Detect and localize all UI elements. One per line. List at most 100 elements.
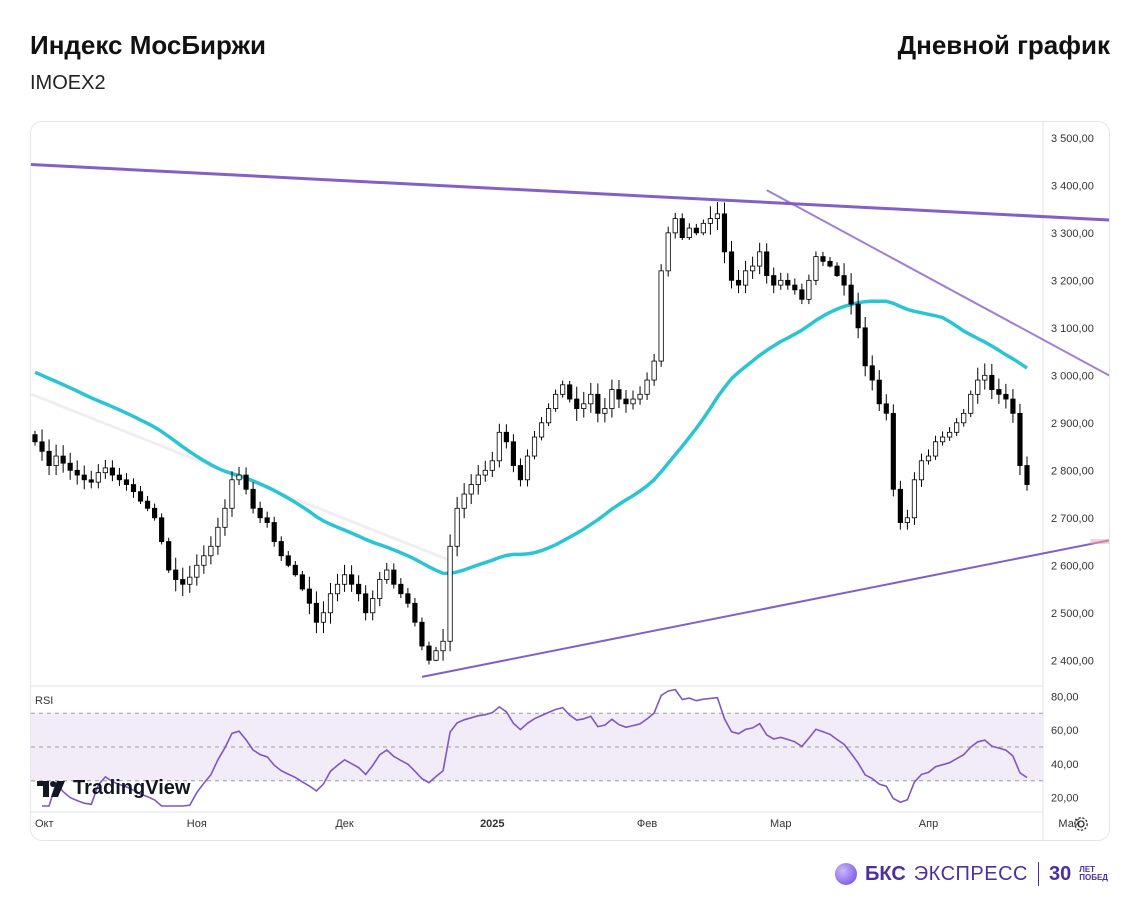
candle-body xyxy=(53,455,59,466)
candle-body xyxy=(947,431,953,438)
candle-body xyxy=(1003,393,1009,400)
candle-body xyxy=(806,279,812,300)
y-tick-label: 2 700,00 xyxy=(1051,513,1094,525)
candle-body xyxy=(728,251,735,281)
candle-body xyxy=(419,621,425,647)
candle-body xyxy=(39,441,45,452)
candle-body xyxy=(152,507,158,519)
candle-body xyxy=(855,303,861,329)
moving-average-line xyxy=(34,299,1028,576)
candle-body xyxy=(1010,398,1016,414)
candle-body xyxy=(341,574,348,585)
candle-body xyxy=(609,389,615,409)
candle-body xyxy=(454,507,460,547)
candle-body xyxy=(67,462,73,471)
candle-body xyxy=(201,555,207,566)
gear-icon[interactable] xyxy=(1073,816,1089,832)
candle-body xyxy=(785,279,791,286)
y-tick-label: 3 300,00 xyxy=(1051,228,1094,240)
candle-body xyxy=(869,365,875,381)
candle-body xyxy=(320,612,327,623)
y-tick-label: 2 400,00 xyxy=(1051,655,1094,667)
candle-body xyxy=(531,436,538,457)
candle-body xyxy=(327,593,334,614)
candle-body xyxy=(250,488,256,509)
y-tick-label: 2 900,00 xyxy=(1051,418,1094,430)
candle-body xyxy=(74,469,80,476)
candle-body xyxy=(651,360,657,381)
tradingview-wordmark: TradingView xyxy=(73,777,191,799)
candle-body xyxy=(925,455,932,462)
brand-anniversary-number: 30 xyxy=(1048,862,1072,885)
candle-body xyxy=(489,460,495,471)
tradingview-logo-icon xyxy=(37,780,65,797)
y-tick-label: 2 800,00 xyxy=(1051,465,1094,477)
candle-body xyxy=(208,545,214,557)
candle-body xyxy=(398,583,404,595)
candle-body xyxy=(890,412,896,490)
price-chart-svg[interactable]: 3 500,00 3 400,00 3 300,00 3 200,00 3 100,00… xyxy=(31,122,1109,840)
rsi-tick-label: 60,00 xyxy=(1051,725,1079,737)
candle-body xyxy=(961,412,967,424)
candle-body xyxy=(658,270,664,362)
candle-body xyxy=(349,574,355,585)
candle-body xyxy=(616,389,622,400)
trendline-upper-resistance xyxy=(31,163,1109,222)
candle-body xyxy=(876,379,882,405)
candle-body xyxy=(735,279,742,286)
x-tick-label: Окт xyxy=(35,818,54,830)
x-tick-label: Май xyxy=(1058,818,1080,830)
candle-body xyxy=(707,218,713,224)
candle-body xyxy=(602,408,608,414)
brand-name: БКС xyxy=(865,862,906,885)
candle-body xyxy=(173,569,179,580)
candle-body xyxy=(567,384,573,400)
brand-anniversary-line2: ПОБЕД xyxy=(1079,873,1108,882)
candle-body xyxy=(461,493,467,509)
candle-body xyxy=(750,265,756,272)
candle-body xyxy=(405,593,411,604)
candle-body xyxy=(862,327,868,367)
y-tick-label: 3 200,00 xyxy=(1051,275,1094,287)
candle-body xyxy=(46,450,52,466)
bks-logo-icon xyxy=(835,863,858,885)
candle-body xyxy=(412,602,418,623)
candle-body xyxy=(377,579,383,599)
candle-body xyxy=(440,640,446,652)
candle-body xyxy=(714,213,721,220)
y-tick-label: 2 600,00 xyxy=(1051,560,1094,572)
candle-body xyxy=(904,517,910,523)
brand-anniversary-line1: ЛЕТ xyxy=(1079,865,1096,874)
candle-body xyxy=(433,650,439,661)
x-tick-label: Мар xyxy=(770,818,792,830)
candle-body xyxy=(918,460,925,481)
candle-body xyxy=(391,569,397,585)
y-tick-label: 3 000,00 xyxy=(1051,370,1094,382)
candle-body xyxy=(574,398,580,409)
candle-body xyxy=(215,526,221,547)
candle-body xyxy=(123,479,130,485)
candle-body xyxy=(581,403,587,409)
rsi-line xyxy=(42,688,1028,807)
candle-body xyxy=(975,379,981,395)
candle-body xyxy=(95,472,101,483)
candle-body xyxy=(236,474,242,481)
candle-body xyxy=(1024,465,1030,485)
candle-body xyxy=(194,564,200,578)
chart-panel[interactable]: 3 500,00 3 400,00 3 300,00 3 200,00 3 100,00… xyxy=(30,121,1110,841)
candle-body xyxy=(637,393,643,400)
candle-body xyxy=(560,384,566,395)
candle-body xyxy=(834,265,840,276)
brand-logo: БКС ЭКСПРЕСС 30 ЛЕТ ПОБЕД xyxy=(835,862,1108,886)
tradingview-watermark: TradingView xyxy=(37,777,190,800)
y-tick-label: 3 400,00 xyxy=(1051,180,1094,192)
candle-body xyxy=(166,541,172,571)
candle-body xyxy=(700,222,706,234)
candle-body xyxy=(553,393,559,409)
candle-body xyxy=(644,379,650,395)
candle-body xyxy=(144,500,151,509)
candle-body xyxy=(264,517,270,523)
candle-body xyxy=(356,583,362,595)
candle-body xyxy=(989,374,995,390)
y-tick-label: 3 500,00 xyxy=(1051,133,1094,145)
